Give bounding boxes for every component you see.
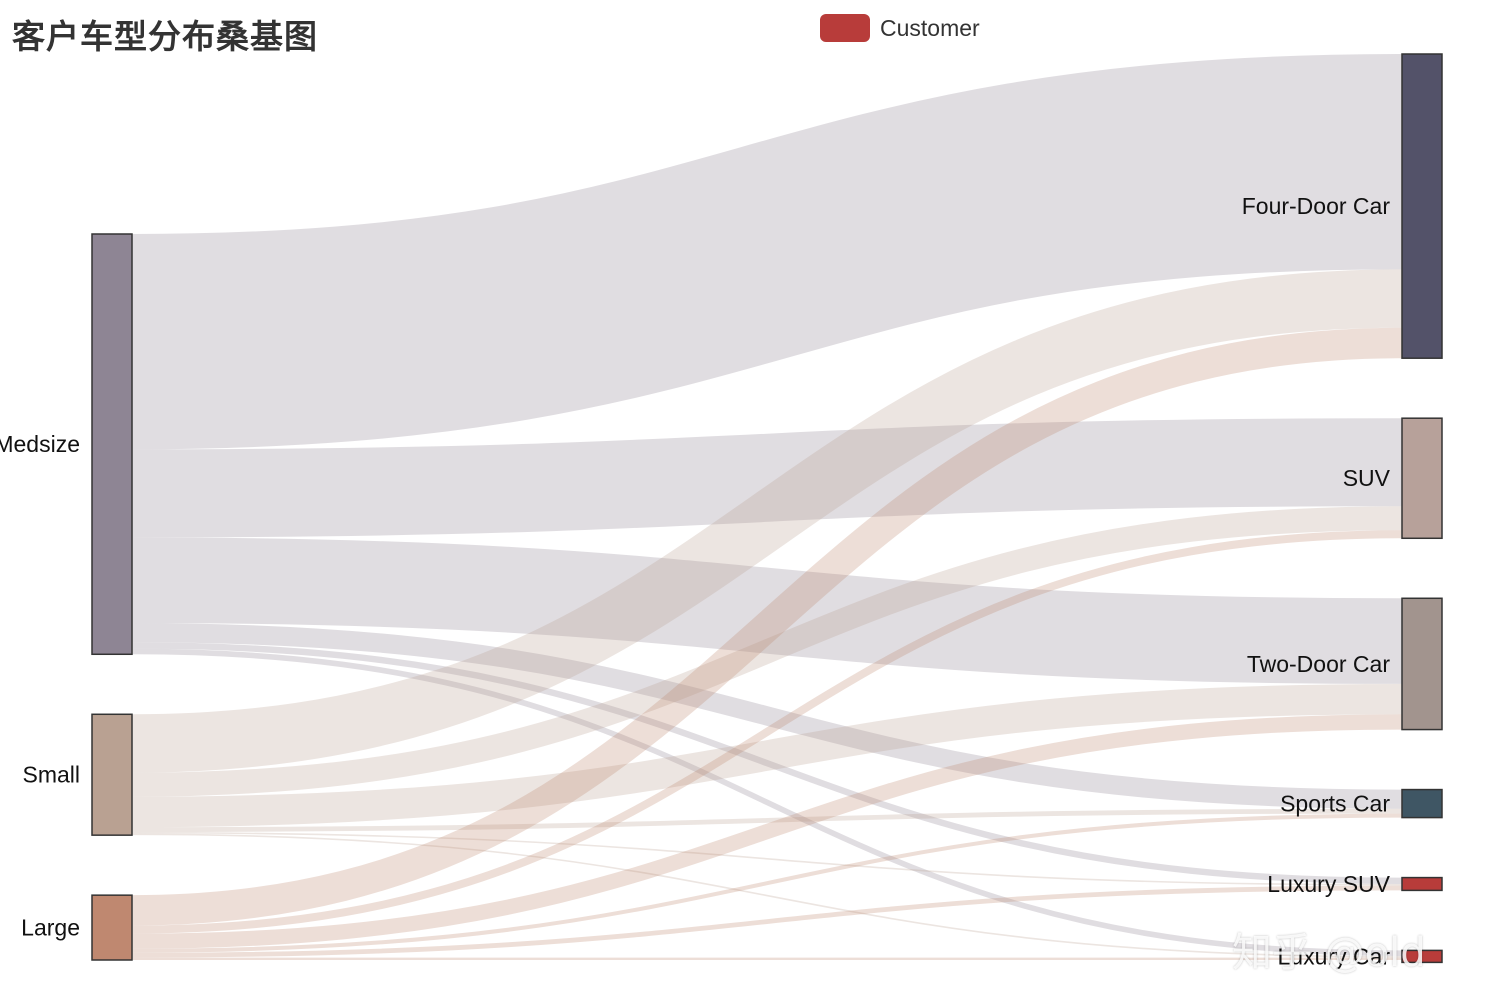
legend-label[interactable]: Customer xyxy=(880,14,980,41)
link-medsize-to-four-door-car[interactable] xyxy=(131,54,1403,450)
legend-swatch[interactable] xyxy=(820,14,870,42)
link-medsize-to-two-door-car[interactable] xyxy=(131,537,1403,684)
node-label-large: Large xyxy=(21,915,80,941)
node-luxury-suv[interactable] xyxy=(1401,876,1443,892)
link-large-to-suv[interactable] xyxy=(131,530,1403,934)
node-label-luxury-car: Luxury Car xyxy=(1278,943,1391,969)
node-label-small: Small xyxy=(22,762,80,788)
node-label-two-door-car: Two-Door Car xyxy=(1247,651,1390,677)
legend[interactable]: Customer xyxy=(820,14,980,42)
node-medsize[interactable] xyxy=(91,233,133,656)
chart-title: 客户车型分布桑基图 xyxy=(12,17,318,56)
node-label-four-door-car: Four-Door Car xyxy=(1242,193,1391,219)
link-small-to-suv[interactable] xyxy=(131,506,1403,797)
link-large-to-two-door-car[interactable] xyxy=(131,714,1403,949)
link-large-to-sports-car[interactable] xyxy=(131,813,1403,953)
link-medsize-to-luxury-suv[interactable] xyxy=(131,642,1403,884)
node-large[interactable] xyxy=(91,894,133,961)
link-large-to-luxury-suv[interactable] xyxy=(131,885,1403,958)
link-small-to-luxury-car[interactable] xyxy=(131,833,1403,958)
node-small[interactable] xyxy=(91,713,133,836)
node-label-luxury-suv: Luxury SUV xyxy=(1267,871,1390,897)
node-label-suv: SUV xyxy=(1343,465,1391,491)
node-luxury-car[interactable] xyxy=(1401,949,1443,964)
node-suv[interactable] xyxy=(1401,417,1443,540)
sankey-links xyxy=(131,54,1403,960)
link-small-to-sports-car[interactable] xyxy=(131,808,1403,832)
link-small-to-luxury-suv[interactable] xyxy=(131,831,1403,886)
sankey-labels: Medsize Small Large Four-Door Car SUV Two-Doo… xyxy=(0,193,1391,969)
node-four-door-car[interactable] xyxy=(1401,53,1443,359)
node-label-medsize: Medsize xyxy=(0,431,80,457)
link-small-to-two-door-car[interactable] xyxy=(131,683,1403,828)
link-medsize-to-sports-car[interactable] xyxy=(131,623,1403,809)
node-label-sports-car: Sports Car xyxy=(1280,791,1390,817)
link-medsize-to-luxury-car[interactable] xyxy=(131,648,1403,956)
link-large-to-four-door-car[interactable] xyxy=(131,327,1403,926)
link-medsize-to-suv[interactable] xyxy=(131,418,1403,538)
node-sports-car[interactable] xyxy=(1401,788,1443,819)
link-small-to-four-door-car[interactable] xyxy=(131,269,1403,773)
node-two-door-car[interactable] xyxy=(1401,597,1443,731)
sankey-nodes xyxy=(91,53,1443,964)
